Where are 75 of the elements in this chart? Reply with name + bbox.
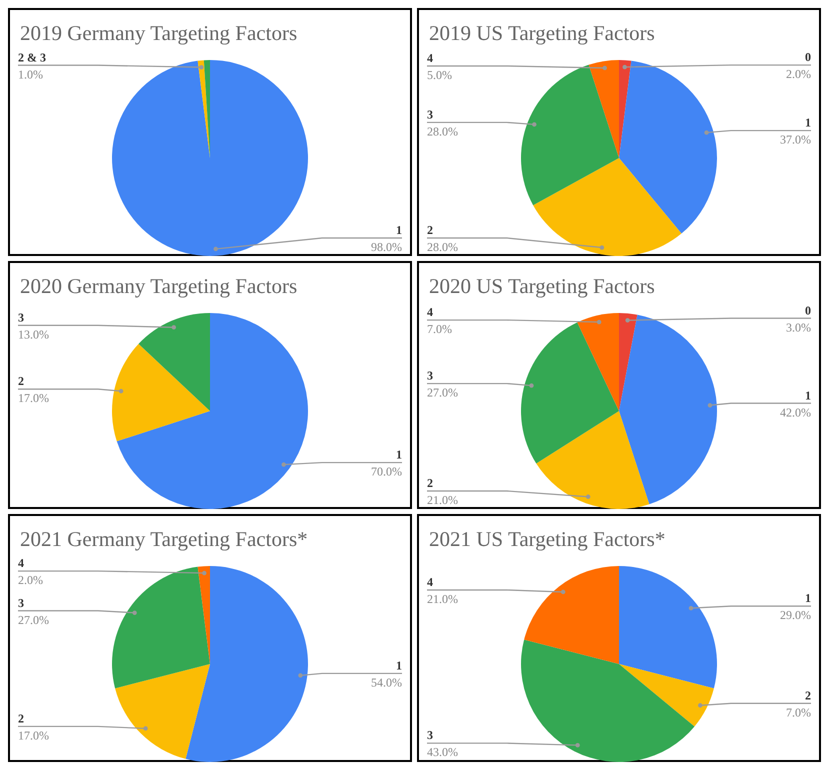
slice-label: 3 xyxy=(427,368,433,383)
data-label: 42.0% xyxy=(780,405,811,420)
pie-slice xyxy=(577,313,619,411)
chart-title: 2019 US Targeting Factors xyxy=(429,21,655,45)
data-label: 7.0% xyxy=(427,322,452,336)
chart-title: 2020 Germany Targeting Factors xyxy=(20,274,298,298)
slice-label: 4 xyxy=(427,574,433,589)
data-label: 28.0% xyxy=(427,240,458,254)
pie-slice xyxy=(521,322,619,464)
pie-slice xyxy=(619,566,717,688)
pie-slice xyxy=(619,60,717,234)
data-label: 29.0% xyxy=(780,608,811,622)
slice-label: 4 xyxy=(427,50,433,65)
data-label: 17.0% xyxy=(18,728,49,742)
data-label: 27.0% xyxy=(18,612,49,627)
data-label: 5.0% xyxy=(427,68,452,82)
slice-label: 2 xyxy=(18,711,24,726)
data-label: 43.0% xyxy=(427,745,458,760)
pie-slice xyxy=(524,566,619,664)
data-label: 70.0% xyxy=(371,464,402,479)
slice-label: 2 xyxy=(18,374,24,388)
pie-slice xyxy=(112,344,210,442)
slice-label: 3 xyxy=(18,310,24,324)
pie-slice xyxy=(619,664,714,726)
pie-slice xyxy=(112,60,308,256)
pie-slice xyxy=(533,158,682,256)
data-label: 2.0% xyxy=(18,573,43,588)
pie-slice xyxy=(198,60,210,158)
pie-slice xyxy=(619,60,632,158)
pie-slice xyxy=(115,664,210,759)
data-label: 7.0% xyxy=(786,705,811,720)
chart-title: 2020 US Targeting Factors xyxy=(429,274,655,298)
pie-slice xyxy=(521,640,695,762)
slice-label: 0 xyxy=(805,303,811,318)
slice-label: 2 xyxy=(805,688,811,702)
slice-label: 2 xyxy=(427,476,433,490)
slice-label: 2 & 3 xyxy=(18,50,46,64)
slice-label: 3 xyxy=(18,596,24,610)
slice-label: 1 xyxy=(396,658,402,672)
data-label: 28.0% xyxy=(427,124,458,138)
data-label: 1.0% xyxy=(18,67,43,82)
slice-label: 1 xyxy=(805,591,811,606)
data-label: 17.0% xyxy=(18,391,49,406)
pie-slice xyxy=(521,64,619,206)
slice-label: 3 xyxy=(427,107,433,122)
data-label: 3.0% xyxy=(786,320,811,334)
slice-label: 1 xyxy=(805,388,811,402)
chart-title: 2019 Germany Targeting Factors xyxy=(20,21,298,45)
data-label: 2.0% xyxy=(786,67,811,82)
slice-label: 4 xyxy=(18,556,24,570)
data-label: 27.0% xyxy=(427,386,458,400)
slice-label: 1 xyxy=(396,448,402,462)
data-label: 13.0% xyxy=(18,327,49,342)
data-label: 37.0% xyxy=(780,132,811,147)
pie-slice xyxy=(186,566,308,762)
slice-label: 1 xyxy=(396,223,402,237)
pie-slice xyxy=(138,313,210,411)
data-label: 98.0% xyxy=(371,240,402,254)
pie-slice xyxy=(198,566,210,664)
pie-slice xyxy=(619,314,717,504)
pie-slice xyxy=(588,60,619,158)
pie-slice xyxy=(116,313,308,509)
slice-label: 2 xyxy=(427,223,433,237)
pie-slice xyxy=(619,313,638,411)
data-label: 21.0% xyxy=(427,493,458,507)
slice-label: 3 xyxy=(427,728,433,742)
slice-label: 4 xyxy=(427,305,433,320)
data-label: 21.0% xyxy=(427,592,458,606)
pie-slice xyxy=(112,566,210,688)
data-label: 54.0% xyxy=(371,675,402,690)
pie-slice xyxy=(536,411,650,509)
chart-title: 2021 US Targeting Factors* xyxy=(429,527,666,551)
slice-label: 0 xyxy=(805,50,811,64)
slice-label: 1 xyxy=(805,116,811,130)
chart-title: 2021 Germany Targeting Factors* xyxy=(20,527,308,551)
